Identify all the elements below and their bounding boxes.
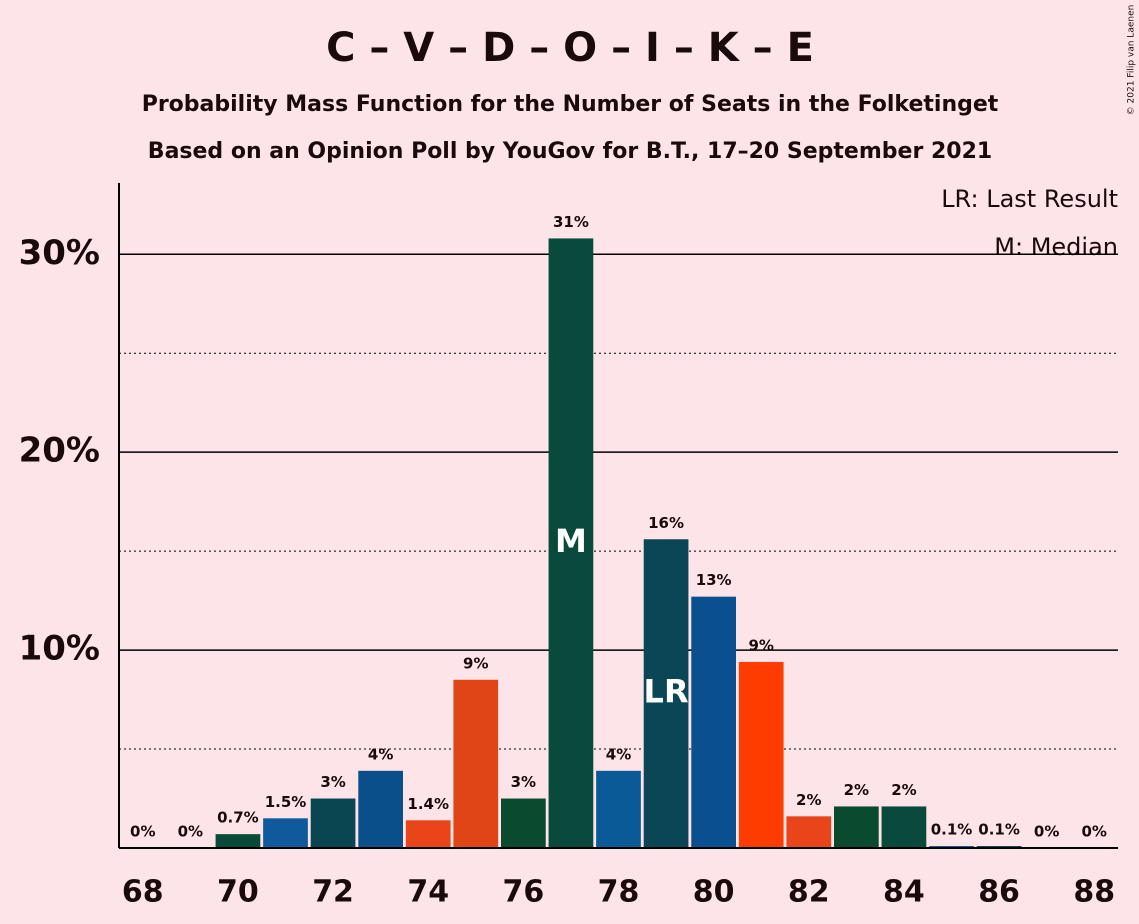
- value-label: 2%: [796, 791, 821, 809]
- bar: [263, 818, 308, 848]
- annotation: LR: [644, 673, 689, 711]
- value-label: 1.5%: [265, 793, 307, 811]
- bar: [548, 238, 594, 848]
- bar: [500, 798, 546, 848]
- bar: [358, 770, 404, 848]
- bar: [405, 820, 451, 848]
- legend-entry: LR: Last Result: [941, 185, 1118, 213]
- value-label: 3%: [511, 773, 536, 791]
- x-tick-label: 76: [502, 875, 544, 910]
- value-label: 13%: [696, 571, 732, 589]
- value-label: 0%: [178, 823, 203, 841]
- value-label: 0%: [1081, 823, 1106, 841]
- x-tick-label: 68: [122, 875, 164, 910]
- x-tick-label: 74: [407, 875, 449, 910]
- y-tick-label: 10%: [19, 629, 100, 669]
- value-label: 0%: [1034, 823, 1059, 841]
- value-label: 4%: [368, 745, 393, 763]
- legend-entry: M: Median: [994, 233, 1118, 261]
- bar: [786, 816, 832, 848]
- subtitle: Based on an Opinion Poll by YouGov for B…: [148, 139, 992, 164]
- bar: [310, 798, 356, 848]
- bar: [596, 770, 641, 848]
- x-tick-label: 78: [598, 875, 640, 910]
- x-tick-label: 72: [312, 875, 354, 910]
- x-tick-label: 80: [693, 875, 735, 910]
- annotation: M: [555, 522, 587, 560]
- value-label: 0.1%: [931, 821, 973, 839]
- bar: [215, 834, 261, 848]
- bar: [453, 679, 499, 848]
- chart-title: C – V – D – O – I – K – E: [326, 25, 814, 71]
- value-label: 4%: [606, 745, 631, 763]
- value-label: 0%: [130, 823, 155, 841]
- bar: [643, 539, 689, 848]
- value-label: 2%: [844, 781, 869, 799]
- x-tick-label: 84: [883, 875, 925, 910]
- bar: [738, 661, 784, 848]
- x-tick-label: 88: [1073, 875, 1115, 910]
- x-tick-label: 86: [978, 875, 1020, 910]
- value-label: 31%: [553, 213, 589, 231]
- value-label: 0.7%: [217, 809, 259, 827]
- x-tick-label: 70: [217, 875, 259, 910]
- bar: [833, 806, 879, 848]
- value-label: 3%: [320, 773, 345, 791]
- y-tick-label: 20%: [19, 431, 100, 471]
- value-label: 0.1%: [978, 821, 1020, 839]
- bar: [691, 596, 737, 848]
- bar: [881, 806, 927, 848]
- value-label: 1.4%: [407, 795, 449, 813]
- value-label: 9%: [463, 654, 488, 672]
- copyright: © 2021 Filip van Laenen: [1127, 5, 1137, 116]
- subtitle: Probability Mass Function for the Number…: [142, 92, 999, 117]
- value-label: 9%: [748, 636, 773, 654]
- value-label: 16%: [648, 514, 684, 532]
- x-tick-label: 82: [788, 875, 830, 910]
- y-tick-label: 30%: [19, 233, 100, 273]
- value-label: 2%: [891, 781, 916, 799]
